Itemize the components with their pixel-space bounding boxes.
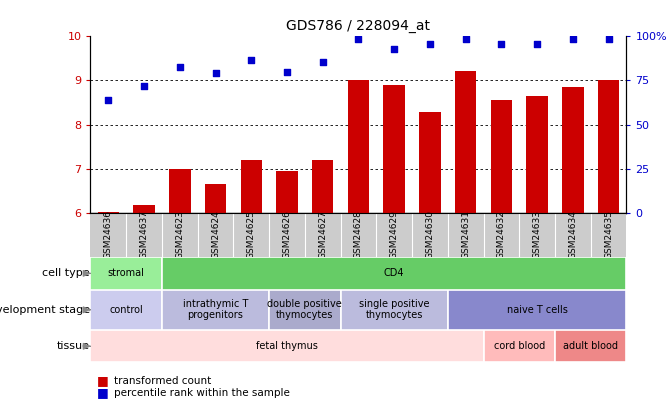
Text: GSM24625: GSM24625 xyxy=(247,211,256,259)
Point xyxy=(425,40,436,47)
Text: stromal: stromal xyxy=(108,269,145,278)
Text: tissue: tissue xyxy=(57,341,90,351)
Text: single positive
thymocytes: single positive thymocytes xyxy=(359,299,429,320)
Text: GSM24630: GSM24630 xyxy=(425,211,434,259)
Point xyxy=(281,68,292,75)
Text: adult blood: adult blood xyxy=(563,341,618,351)
Text: naive T cells: naive T cells xyxy=(507,305,567,315)
Text: cord blood: cord blood xyxy=(494,341,545,351)
Point xyxy=(460,35,471,42)
Bar xyxy=(455,71,476,213)
Bar xyxy=(90,290,162,330)
Text: GSM24626: GSM24626 xyxy=(283,211,291,259)
Point xyxy=(246,57,257,63)
Text: development stage: development stage xyxy=(0,305,90,315)
Bar xyxy=(348,81,369,213)
Text: GSM24624: GSM24624 xyxy=(211,211,220,259)
Bar xyxy=(490,100,512,213)
Text: intrathymic T
progenitors: intrathymic T progenitors xyxy=(183,299,248,320)
Text: fetal thymus: fetal thymus xyxy=(256,341,318,351)
Bar xyxy=(555,330,626,362)
Text: cell type: cell type xyxy=(42,269,90,278)
Text: GSM24628: GSM24628 xyxy=(354,211,363,259)
Text: control: control xyxy=(109,305,143,315)
Bar xyxy=(133,205,155,213)
Point xyxy=(353,35,364,42)
Text: CD4: CD4 xyxy=(384,269,405,278)
Point xyxy=(567,35,578,42)
Text: GSM24636: GSM24636 xyxy=(104,211,113,259)
Bar xyxy=(98,212,119,213)
Point xyxy=(174,64,185,70)
Bar xyxy=(527,96,548,213)
Point xyxy=(532,40,543,47)
Bar xyxy=(312,160,334,213)
Text: ■: ■ xyxy=(97,374,109,387)
Point xyxy=(389,45,399,52)
Bar xyxy=(162,257,626,290)
Point xyxy=(318,59,328,65)
Text: transformed count: transformed count xyxy=(114,376,211,386)
Bar xyxy=(90,330,484,362)
Text: double positive
thymocytes: double positive thymocytes xyxy=(267,299,342,320)
Text: GSM24633: GSM24633 xyxy=(533,211,541,259)
Bar xyxy=(162,290,269,330)
Bar xyxy=(562,87,584,213)
Point xyxy=(139,83,149,89)
Bar xyxy=(419,112,441,213)
Text: GSM24635: GSM24635 xyxy=(604,211,613,259)
Bar xyxy=(598,81,619,213)
Bar xyxy=(90,257,162,290)
Bar xyxy=(205,184,226,213)
Bar xyxy=(241,160,262,213)
Bar xyxy=(484,330,555,362)
Bar xyxy=(169,168,190,213)
Title: GDS786 / 228094_at: GDS786 / 228094_at xyxy=(287,19,430,33)
Point xyxy=(210,69,221,76)
Text: GSM24637: GSM24637 xyxy=(139,211,149,259)
Text: GSM24629: GSM24629 xyxy=(390,211,399,259)
Text: GSM24632: GSM24632 xyxy=(497,211,506,259)
Bar xyxy=(269,290,340,330)
Bar xyxy=(276,171,297,213)
Point xyxy=(103,97,114,104)
Point xyxy=(496,40,507,47)
Bar xyxy=(340,290,448,330)
Bar xyxy=(448,290,626,330)
Point xyxy=(603,35,614,42)
Text: GSM24623: GSM24623 xyxy=(176,211,184,259)
Text: GSM24631: GSM24631 xyxy=(461,211,470,259)
Text: percentile rank within the sample: percentile rank within the sample xyxy=(114,388,289,398)
Text: ■: ■ xyxy=(97,386,109,399)
Text: GSM24634: GSM24634 xyxy=(568,211,578,259)
Text: GSM24627: GSM24627 xyxy=(318,211,327,259)
Bar xyxy=(383,85,405,213)
